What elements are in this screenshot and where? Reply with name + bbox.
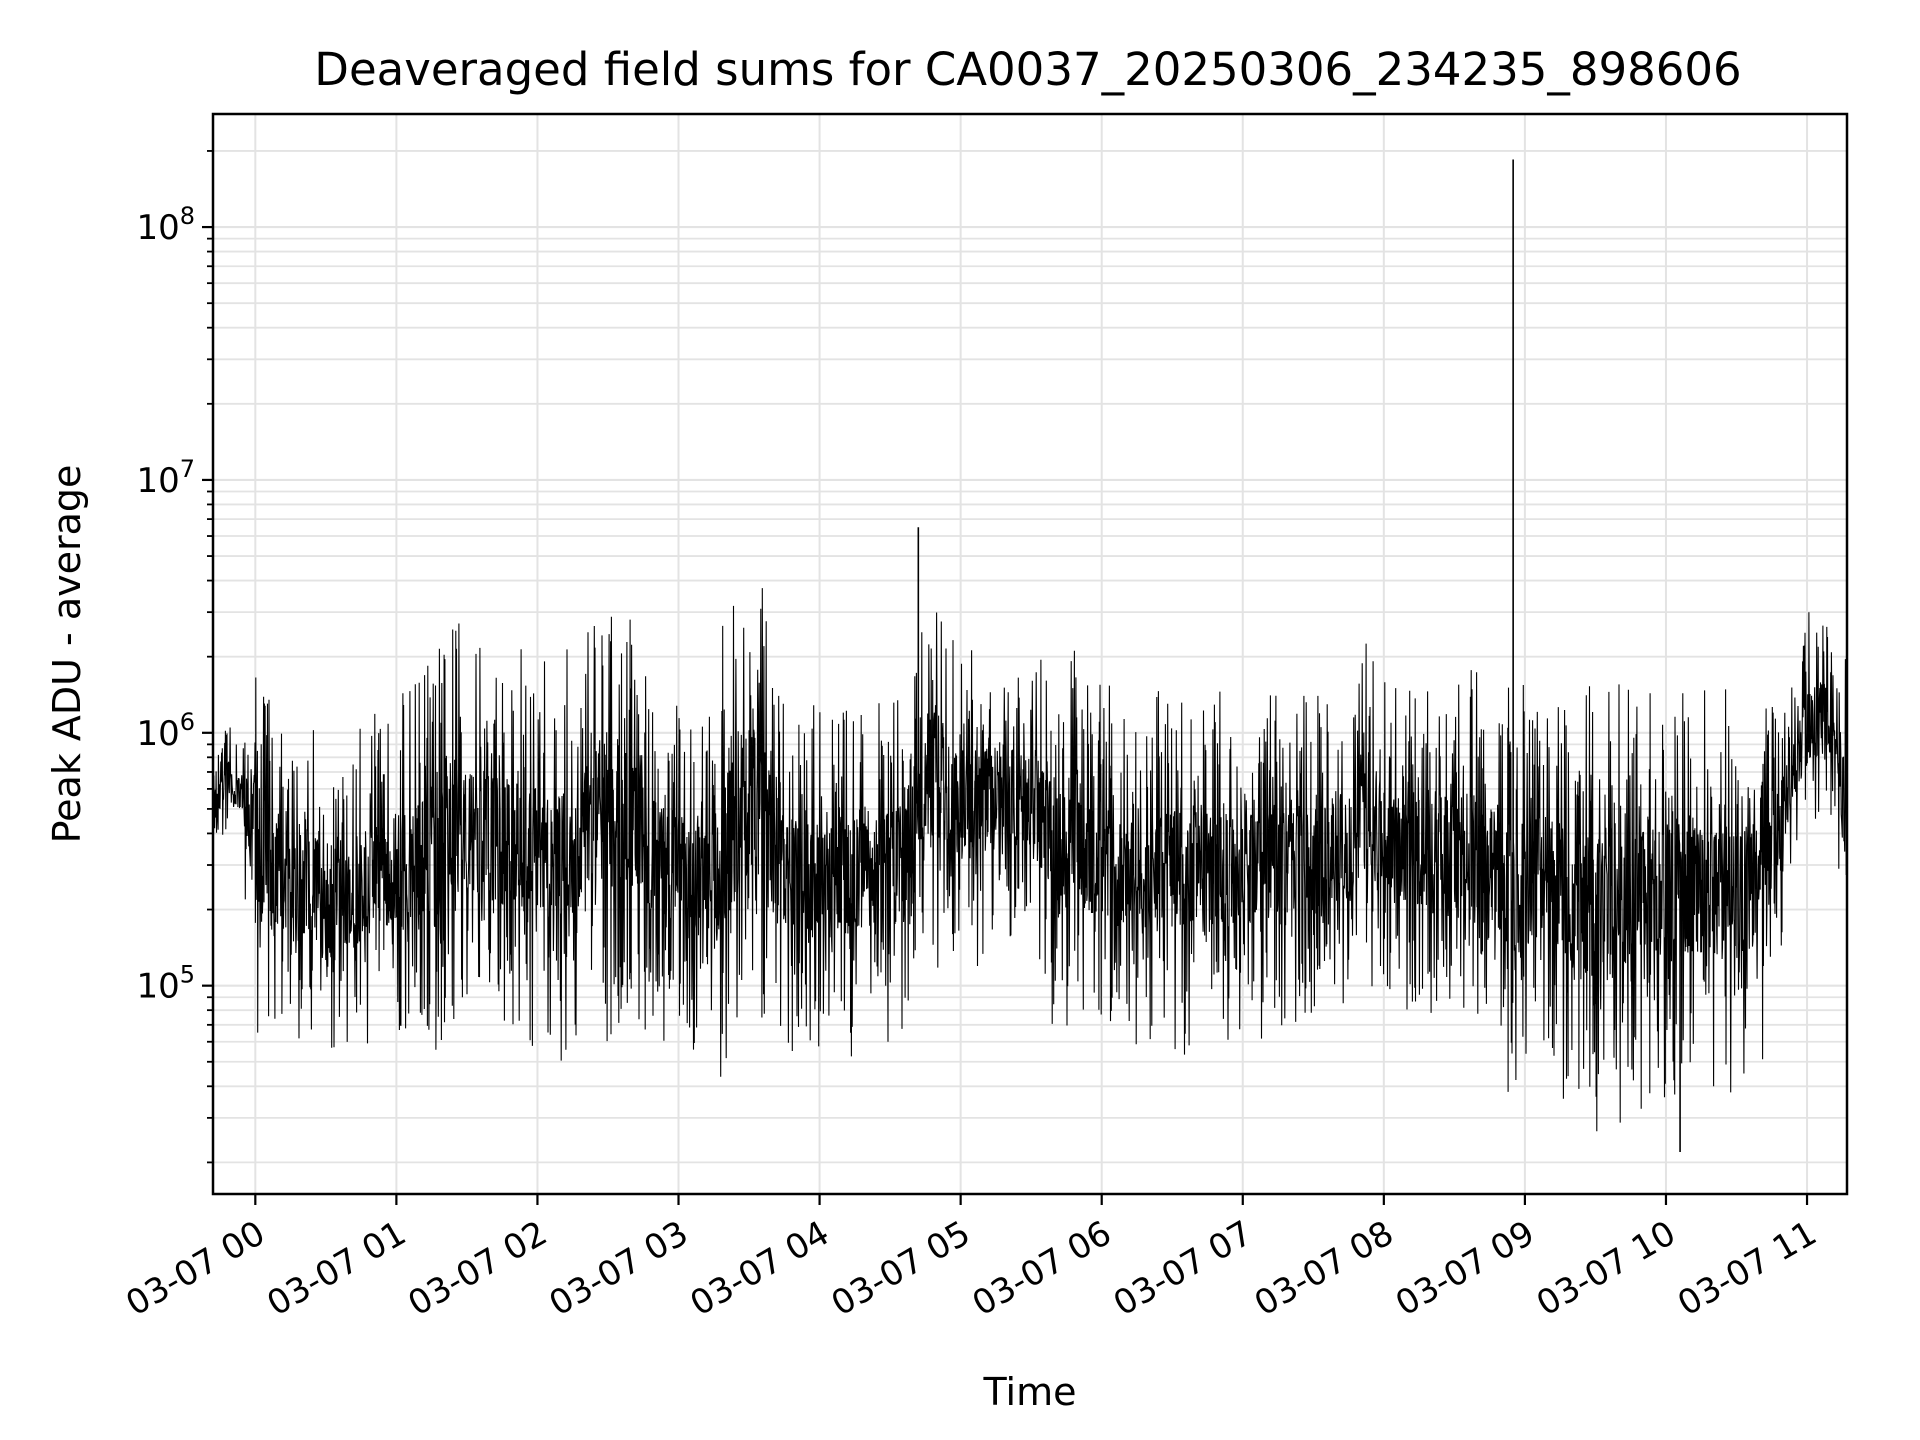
y-tick-label: 106 [136,708,195,754]
y-tick-label: 107 [136,455,195,501]
x-axis-label: Time [983,1370,1077,1414]
y-tick-label: 105 [136,961,195,1007]
y-axis: 105 106 107 108 [136,150,213,1164]
signal-line [212,588,1848,1132]
data-trace [212,159,1848,1152]
y-tick-label: 108 [136,202,195,248]
chart-title: Deaveraged field sums for CA0037_2025030… [314,43,1741,96]
y-axis-label: Peak ADU - average [45,465,89,844]
plot-frame [211,112,1849,1196]
